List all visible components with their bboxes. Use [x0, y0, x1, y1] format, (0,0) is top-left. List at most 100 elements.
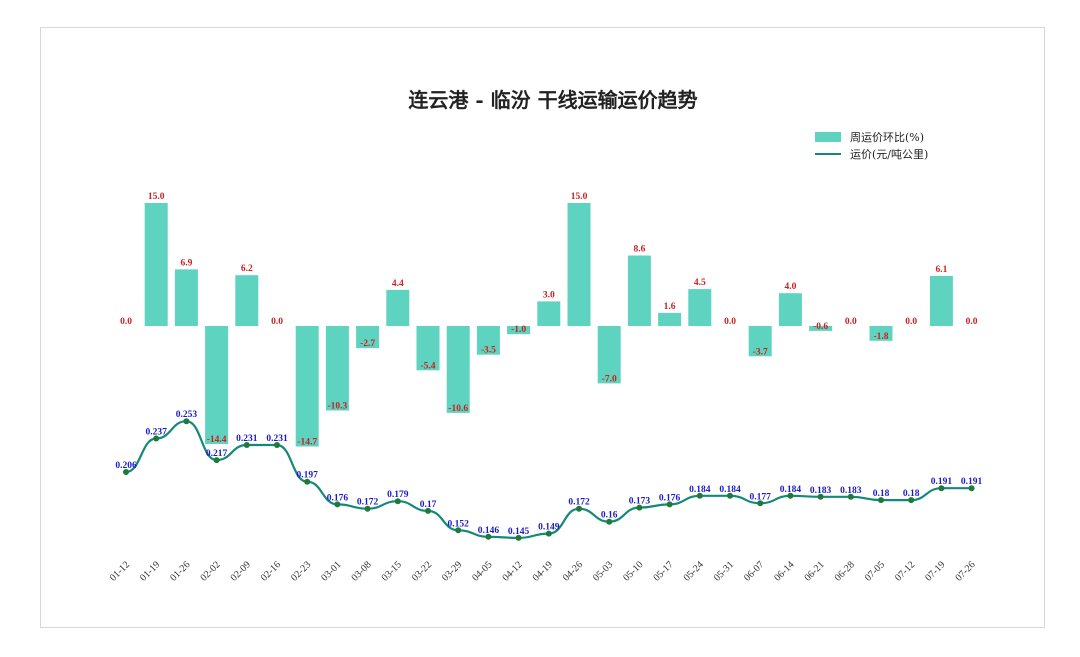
bar-05-17: [658, 312, 682, 326]
x-tick-label-05-10: 05-10: [621, 559, 645, 583]
line-label-02-02: 0.217: [206, 449, 228, 459]
line-point-07-12: [908, 497, 915, 504]
x-tick-label-04-12: 04-12: [500, 559, 524, 583]
line-label-05-31: 0.184: [719, 485, 741, 495]
bar-label-03-08: -2.7: [360, 339, 375, 349]
x-tick-label-01-26: 01-26: [168, 559, 192, 583]
bar-04-26: [567, 203, 591, 326]
x-tick-label-07-05: 07-05: [863, 559, 887, 583]
line-point-06-07: [757, 500, 764, 507]
bar-label-05-10: 8.6: [633, 245, 645, 255]
line-label-04-19: 0.149: [538, 523, 560, 533]
bar-series: [144, 203, 953, 447]
line-point-01-19: [153, 435, 160, 442]
legend-bar-swatch: [815, 132, 841, 142]
bar-label-02-23: -14.7: [297, 438, 317, 448]
bar-label-07-26: 0.0: [966, 317, 978, 327]
line-point-04-12: [515, 534, 522, 541]
x-tick-label-05-17: 05-17: [651, 559, 675, 583]
bar-04-19: [537, 301, 561, 326]
bar-05-24: [688, 289, 712, 326]
line-point-03-29: [455, 527, 462, 534]
line-label-05-17: 0.176: [659, 493, 681, 503]
line-point-02-02: [213, 457, 220, 464]
bar-01-26: [174, 269, 198, 326]
line-label-03-01: 0.176: [327, 493, 349, 503]
line-point-04-05: [485, 533, 492, 540]
line-point-03-22: [425, 507, 431, 514]
line-label-07-19: 0.191: [931, 477, 953, 487]
bar-label-05-03: -7.0: [602, 374, 617, 384]
x-tick-label-03-15: 03-15: [380, 559, 404, 583]
chart-title: 连云港 - 临汾 干线运输运价趋势: [408, 88, 697, 112]
line-label-05-10: 0.173: [629, 497, 651, 507]
bar-label-07-12: 0.0: [905, 317, 917, 327]
bar-label-06-07: -3.7: [753, 347, 768, 357]
bar-03-22: [416, 326, 440, 371]
x-tick-label-04-19: 04-19: [531, 559, 555, 583]
x-tick-label-03-22: 03-22: [410, 559, 434, 583]
bar-label-03-22: -5.4: [420, 361, 435, 371]
x-tick-label-01-12: 01-12: [108, 559, 132, 583]
bar-label-03-29: -10.6: [448, 404, 468, 414]
x-tick-label-05-31: 05-31: [712, 559, 736, 583]
line-point-05-03: [606, 518, 613, 525]
line-point-02-23: [304, 478, 311, 485]
bar-04-12: [507, 326, 531, 335]
line-point-01-26: [183, 418, 190, 425]
bar-07-05: [869, 326, 893, 341]
line-point-05-24: [696, 492, 703, 499]
legend: 周运价环比(%) 运价(元/吨公里): [815, 131, 928, 161]
x-tick-label-05-03: 05-03: [591, 559, 615, 583]
line-label-04-12: 0.145: [508, 527, 530, 537]
line-point-05-17: [666, 501, 673, 508]
line-series: [123, 418, 975, 541]
line-label-03-08: 0.172: [357, 498, 379, 508]
line-label-01-12: 0.206: [115, 461, 137, 471]
line-point-07-26: [968, 485, 975, 492]
bar-label-07-05: -1.8: [873, 332, 888, 342]
x-tick-label-04-05: 04-05: [470, 559, 494, 583]
line-label-05-24: 0.184: [689, 485, 711, 495]
bar-label-02-16: 0.0: [271, 317, 283, 327]
line-label-05-03: 0.16: [601, 511, 618, 521]
line-point-06-28: [847, 493, 854, 500]
x-tick-label-03-29: 03-29: [440, 559, 464, 583]
x-tick-label-06-14: 06-14: [772, 559, 796, 583]
line-label-07-05: 0.18: [873, 489, 890, 499]
line-point-03-15: [394, 498, 401, 505]
x-tick-label-06-07: 06-07: [742, 559, 766, 583]
line-label-04-26: 0.172: [568, 498, 590, 508]
bar-03-08: [356, 326, 380, 349]
bar-label-04-05: -3.5: [481, 346, 496, 356]
bar-label-01-19: 15.0: [148, 192, 165, 202]
line-label-03-15: 0.179: [387, 490, 409, 500]
bar-label-05-24: 4.5: [694, 278, 706, 288]
bar-label-06-14: 4.0: [784, 282, 796, 292]
x-tick-label-03-08: 03-08: [349, 559, 373, 583]
line-label-01-19: 0.237: [146, 428, 168, 438]
line-point-04-26: [576, 505, 582, 512]
bar-03-01: [325, 326, 349, 411]
line-label-06-21: 0.183: [810, 486, 832, 496]
x-axis-ticks: 01-12 01-19 01-26 02-02 02-09 02-16 02-23 03-01…: [108, 559, 978, 583]
bar-06-14: [778, 293, 802, 326]
bar-label-04-19: 3.0: [543, 290, 555, 300]
line-point-01-12: [123, 469, 129, 475]
line-label-02-23: 0.197: [297, 471, 319, 481]
bar-02-23: [295, 326, 319, 447]
x-tick-label-02-16: 02-16: [259, 559, 283, 583]
line-point-05-10: [636, 504, 643, 511]
x-tick-label-06-21: 06-21: [802, 559, 826, 583]
bar-label-06-28: 0.0: [845, 317, 857, 327]
line-label-02-16: 0.231: [266, 434, 288, 444]
line-point-03-08: [364, 505, 371, 512]
bar-label-04-12: -1.0: [511, 325, 526, 335]
x-tick-label-03-01: 03-01: [319, 559, 343, 583]
x-tick-label-05-24: 05-24: [682, 559, 706, 583]
bar-02-02: [205, 326, 229, 445]
line-label-06-28: 0.183: [840, 486, 862, 496]
x-tick-label-04-26: 04-26: [561, 559, 585, 583]
bar-label-05-17: 1.6: [664, 302, 676, 312]
